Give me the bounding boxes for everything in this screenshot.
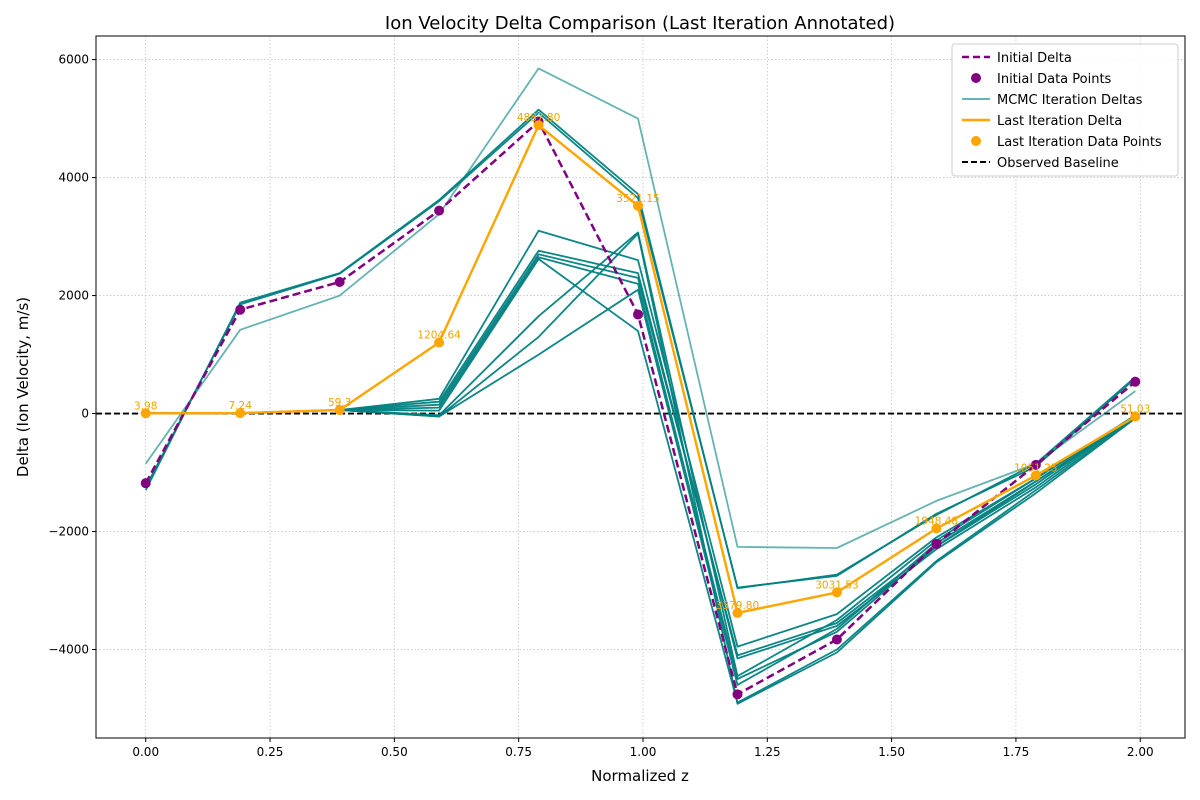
legend-swatch-last-points <box>971 136 981 146</box>
x-tick-label: 1.75 <box>1003 745 1030 759</box>
x-tick-label: 0.25 <box>257 745 284 759</box>
last-iteration-annotation: 4887.80 <box>517 112 560 124</box>
initial-data-point <box>235 304 246 315</box>
y-tick-label: 6000 <box>58 53 89 67</box>
legend: Initial Delta Initial Data Points MCMC I… <box>951 43 1179 177</box>
last-iteration-data-point <box>732 607 743 618</box>
last-iteration-data-point <box>334 405 345 416</box>
x-tick-label: 0.50 <box>381 745 408 759</box>
y-tick-label: −2000 <box>48 525 89 539</box>
last-iteration-data-point <box>633 200 644 211</box>
last-iteration-data-point <box>1130 411 1141 422</box>
initial-data-point <box>931 538 942 549</box>
legend-label-last-points: Last Iteration Data Points <box>997 135 1162 150</box>
last-iteration-data-point <box>235 408 246 419</box>
last-iteration-annotation: 3379.80 <box>716 600 759 612</box>
mcmc-iteration-line <box>144 67 1136 549</box>
chart-title: Ion Velocity Delta Comparison (Last Iter… <box>385 13 895 34</box>
initial-data-point <box>334 276 345 287</box>
plot-frame <box>95 35 1186 739</box>
y-tick-label: 4000 <box>58 171 89 185</box>
initial-data-point <box>434 205 445 216</box>
initial-data-point <box>633 309 644 320</box>
legend-label-mcmc: MCMC Iteration Deltas <box>997 93 1143 108</box>
legend-label-baseline: Observed Baseline <box>997 156 1119 171</box>
y-tick-label: 2000 <box>58 289 89 303</box>
initial-delta-layer <box>140 116 1141 700</box>
x-tick-label: 2.00 <box>1127 745 1154 759</box>
last-iteration-data-point <box>434 337 445 348</box>
last-iteration-annotation: 3.98 <box>134 400 157 412</box>
x-tick-label: 0.75 <box>505 745 532 759</box>
last-iteration-annotation: 51.03 <box>1120 404 1150 416</box>
last-iteration-annotation: 1051.25 <box>1014 463 1057 475</box>
y-tick-label: −4000 <box>48 643 89 657</box>
legend-label-initial-points: Initial Data Points <box>997 72 1112 87</box>
initial-data-point <box>1030 459 1041 470</box>
x-tick-label: 0.00 <box>132 745 159 759</box>
y-tick-label: 0 <box>81 407 89 421</box>
legend-swatch-initial-points <box>971 73 981 83</box>
last-iteration-annotation: 1948.48 <box>915 515 958 527</box>
y-axis-ticks: −4000 −2000 0 2000 4000 6000 <box>48 53 96 657</box>
legend-box <box>951 43 1179 177</box>
mcmc-iteration-line <box>144 111 1136 589</box>
last-iteration-annotation: 59.3 <box>328 397 351 409</box>
last-iteration-data-point <box>1030 470 1041 481</box>
initial-data-point <box>1130 376 1141 387</box>
initial-data-point <box>140 478 151 489</box>
last-iteration-annotation: 3521.15 <box>616 193 659 205</box>
last-iteration-data-point <box>533 120 544 131</box>
last-iteration-layer <box>140 120 1141 618</box>
initial-data-point <box>831 634 842 645</box>
y-axis-label: Delta (Ion Velocity, m/s) <box>14 297 32 477</box>
x-axis-label: Normalized z <box>591 767 689 785</box>
x-tick-label: 1.00 <box>630 745 657 759</box>
x-tick-label: 1.25 <box>754 745 781 759</box>
last-iteration-annotation: 3031.53 <box>815 579 858 591</box>
last-iteration-data-point <box>831 587 842 598</box>
last-iteration-data-point <box>140 408 151 419</box>
initial-data-point <box>732 689 743 700</box>
last-iteration-annotation: 1204.64 <box>417 329 461 341</box>
last-iteration-annotation: 7.24 <box>229 400 253 412</box>
annotations: 3.98 7.24 59.3 1204.64 4887.80 3521.15 3379.80… <box>134 112 1150 612</box>
x-axis-ticks: 0.00 0.25 0.50 0.75 1.00 1.25 1.50 1.75 2.00 <box>132 738 1154 759</box>
x-tick-label: 1.50 <box>878 745 905 759</box>
last-iteration-data-point <box>931 523 942 534</box>
legend-label-last-delta: Last Iteration Delta <box>997 114 1122 129</box>
legend-label-initial-delta: Initial Delta <box>997 51 1072 66</box>
